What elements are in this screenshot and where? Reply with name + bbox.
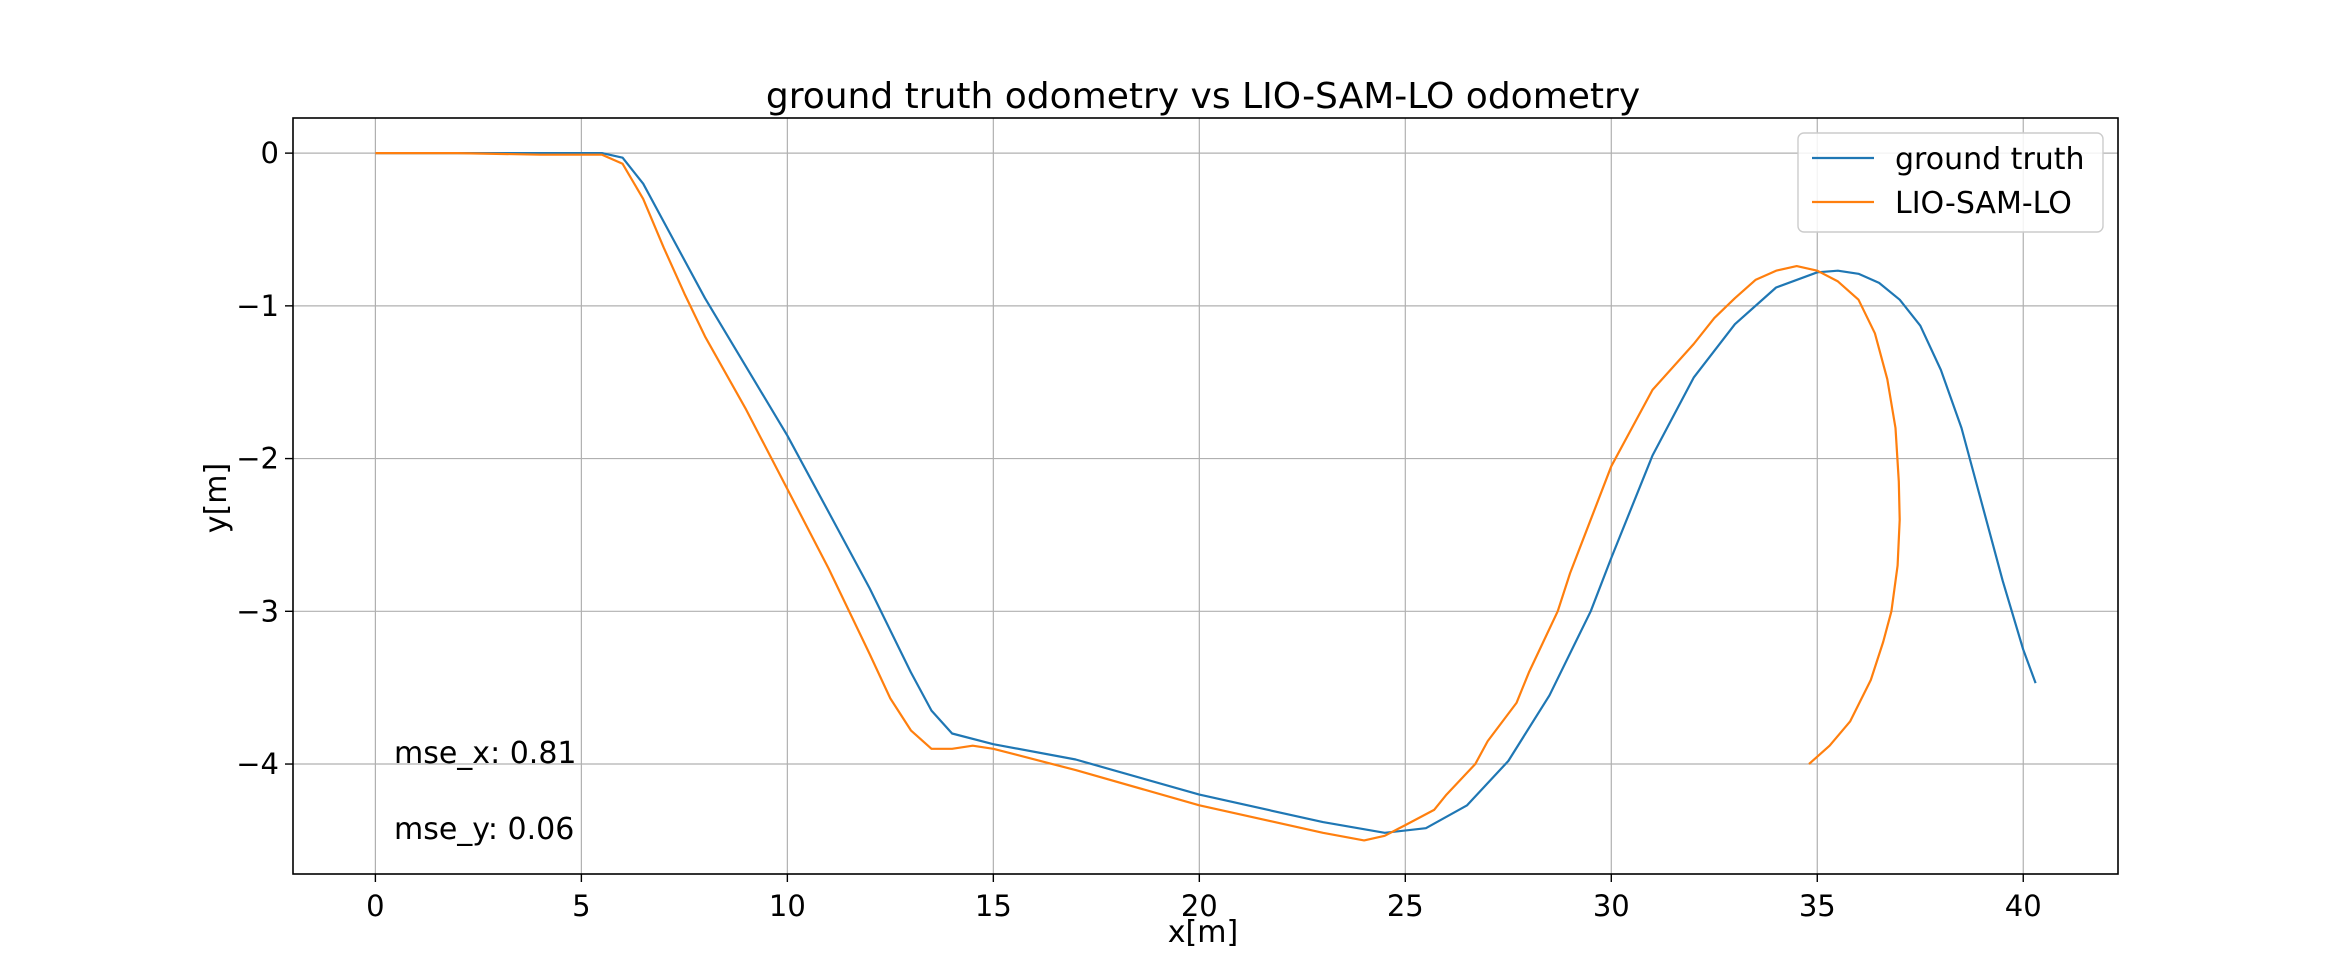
y-tick-label: 0 [261,136,279,170]
x-tick-label: 10 [769,889,806,923]
y-tick-label: −2 [236,442,279,476]
x-tick-label: 5 [572,889,590,923]
y-tick-label: −3 [236,594,279,628]
y-axis-label: y[m] [199,463,234,533]
series-line-ground-truth [375,152,2037,834]
x-tick-label: 15 [975,889,1012,923]
series-lines [375,152,2037,842]
legend-label-lio-sam-lo: LIO-SAM-LO [1895,186,2072,221]
x-axis-label: x[m] [1168,915,1238,950]
series-line-lio-sam-lo [375,152,1901,842]
legend: ground truth LIO-SAM-LO [1797,132,2104,233]
legend-label-ground-truth: ground truth [1895,142,2085,177]
legend-box [1797,132,2104,233]
plot-frame [292,117,2119,875]
y-tick-label: −4 [236,747,279,781]
chart-title: ground truth odometry vs LIO-SAM-LO odom… [766,76,1640,117]
x-tick-label: 20 [1181,889,1218,923]
y-tick-label: −1 [236,289,279,323]
x-tick-label: 25 [1387,889,1424,923]
mse-y-annotation: mse_y: 0.06 [394,812,574,847]
mse-x-annotation: mse_x: 0.81 [394,736,577,771]
x-tick-label: 0 [366,889,384,923]
x-tick-label: 35 [1799,889,1836,923]
x-tick-label: 30 [1593,889,1630,923]
axis-ticks: 0 5 10 15 20 25 30 35 40 0 −1 −2 −3 −4 [236,136,2041,923]
x-tick-label: 40 [2005,889,2042,923]
